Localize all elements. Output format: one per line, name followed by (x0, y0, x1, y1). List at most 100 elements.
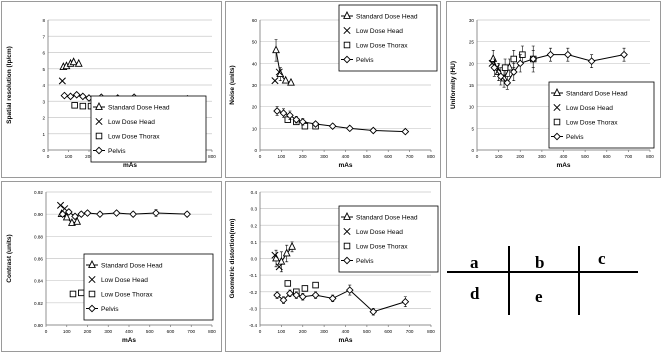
y-tick-label: 0.0 (251, 257, 258, 262)
y-tick-label: 0.3 (251, 207, 258, 212)
data-point (77, 210, 86, 219)
y-tick-label: 6 (42, 51, 45, 56)
data-point (83, 209, 92, 217)
legend-marker (95, 146, 103, 155)
panel-key-e: e (535, 287, 543, 306)
legend-marker (343, 41, 351, 49)
legend-marker (343, 10, 351, 19)
data-point (58, 77, 66, 85)
legend-label: Pelvis (108, 148, 126, 155)
data-point (66, 92, 75, 101)
x-tick-label: 100 (65, 154, 73, 159)
y-tick-label: 0 (42, 148, 45, 153)
y-tick-label: 0.1 (251, 240, 258, 245)
panel-key-a: a (470, 253, 479, 272)
legend-marker (553, 132, 561, 141)
x-tick-label: 0 (259, 329, 262, 334)
legend: Standard Dose Head Low Dose Head Low Dose … (338, 4, 438, 72)
x-tick-label: 800 (208, 329, 216, 334)
panel-key-horizontal-line (447, 271, 638, 273)
data-point (79, 92, 87, 101)
data-point (345, 286, 354, 294)
x-tick-label: 400 (342, 154, 350, 159)
y-axis-title: Uniformity (HU) (450, 61, 457, 109)
data-point (129, 210, 137, 219)
x-tick-label: 0 (45, 329, 48, 334)
data-point (301, 285, 309, 292)
panel-key-c: c (598, 249, 606, 268)
chart-geometric-distortion: -0.4 -0.3 -0.2 -0.1 0.0 0.1 0.2 0.3 0.4 0 100 200 30… (225, 181, 441, 352)
y-axis-title: Noise (units) (229, 65, 236, 104)
y-tick-label: -0.2 (249, 290, 257, 295)
data-point (287, 77, 295, 86)
y-tick-label: 0.82 (34, 301, 43, 306)
x-tick-label: 100 (278, 154, 286, 159)
series-pelvis (58, 208, 191, 221)
legend-marker (88, 290, 96, 298)
x-tick-label: 400 (560, 154, 568, 159)
data-point (288, 241, 296, 250)
data-point (328, 122, 337, 131)
data-point (292, 115, 301, 124)
panel-key-vertical-line-right (578, 246, 580, 315)
x-tick-label: 200 (299, 154, 307, 159)
legend-marker (343, 227, 351, 236)
y-axis-title: Contrast (units) (6, 234, 13, 282)
chart-noise: 0 10 20 30 40 50 60 0 100 200 300 400 500 600 700 800 mA… (225, 1, 441, 178)
y-tick-label: 10 (252, 126, 258, 131)
data-point (311, 291, 320, 299)
y-tick-label: 30 (252, 83, 258, 88)
data-point (56, 201, 65, 209)
y-tick-label: 0.84 (34, 279, 43, 284)
series-low-dose-head (58, 77, 66, 85)
x-axis-title: mAs (556, 162, 570, 169)
y-tick-label: 25 (469, 40, 475, 45)
x-tick-label: 400 (342, 329, 350, 334)
y-tick-label: 0.90 (34, 212, 43, 217)
y-tick-label: -0.4 (249, 323, 257, 328)
chart-spatial-resolution: 0123456780100200300400500600700800mAsSpa… (1, 1, 222, 178)
y-tick-label: 1 (42, 132, 45, 137)
chart-uniformity: 0 5 10 15 20 25 30 0 100 200 300 400 500 600 700 800 mAs… (446, 1, 661, 178)
panel-key-b: b (535, 253, 545, 272)
x-tick-label: 100 (278, 329, 286, 334)
data-point (401, 127, 410, 136)
x-axis-title: mAs (338, 337, 352, 344)
legend-label: Pelvis (356, 258, 374, 265)
data-point (369, 307, 378, 316)
data-point (271, 251, 279, 259)
series-line (493, 54, 625, 84)
chart-contrast: 0.80 0.82 0.84 0.86 0.88 0.90 0.92 0 100 200 300 40… (1, 181, 222, 352)
legend-box (90, 95, 207, 163)
series-standard-dose-head (59, 57, 83, 70)
y-tick-label: 0.88 (34, 234, 43, 239)
data-point (546, 50, 555, 59)
data-point (279, 109, 288, 118)
x-tick-label: 400 (125, 329, 133, 334)
x-tick-label: 600 (384, 154, 392, 159)
legend-marker (95, 101, 103, 110)
legend-label: Standard Dose Head (356, 13, 418, 20)
series-low-dose-head (271, 251, 283, 271)
data-point (112, 209, 121, 217)
x-tick-label: 700 (625, 154, 633, 159)
legend-label: Low Dose Head (356, 229, 403, 236)
data-point (78, 289, 85, 297)
x-tick-label: 800 (427, 329, 435, 334)
x-tick-label: 200 (299, 329, 307, 334)
x-axis-title: mAs (338, 162, 352, 169)
legend-label: Low Dose Head (101, 277, 148, 284)
legend-marker (343, 256, 351, 265)
panel-key-vertical-line-left (508, 246, 510, 315)
y-tick-label: 0 (254, 148, 257, 153)
y-tick-label: 20 (252, 105, 258, 110)
legend-marker (553, 87, 561, 96)
legend-marker (343, 242, 351, 250)
data-point (503, 78, 512, 87)
x-tick-label: 800 (646, 154, 654, 159)
y-tick-label: 0.86 (34, 257, 43, 262)
legend-label: Pelvis (566, 134, 584, 141)
legend-marker (88, 304, 96, 313)
data-point (298, 292, 307, 301)
